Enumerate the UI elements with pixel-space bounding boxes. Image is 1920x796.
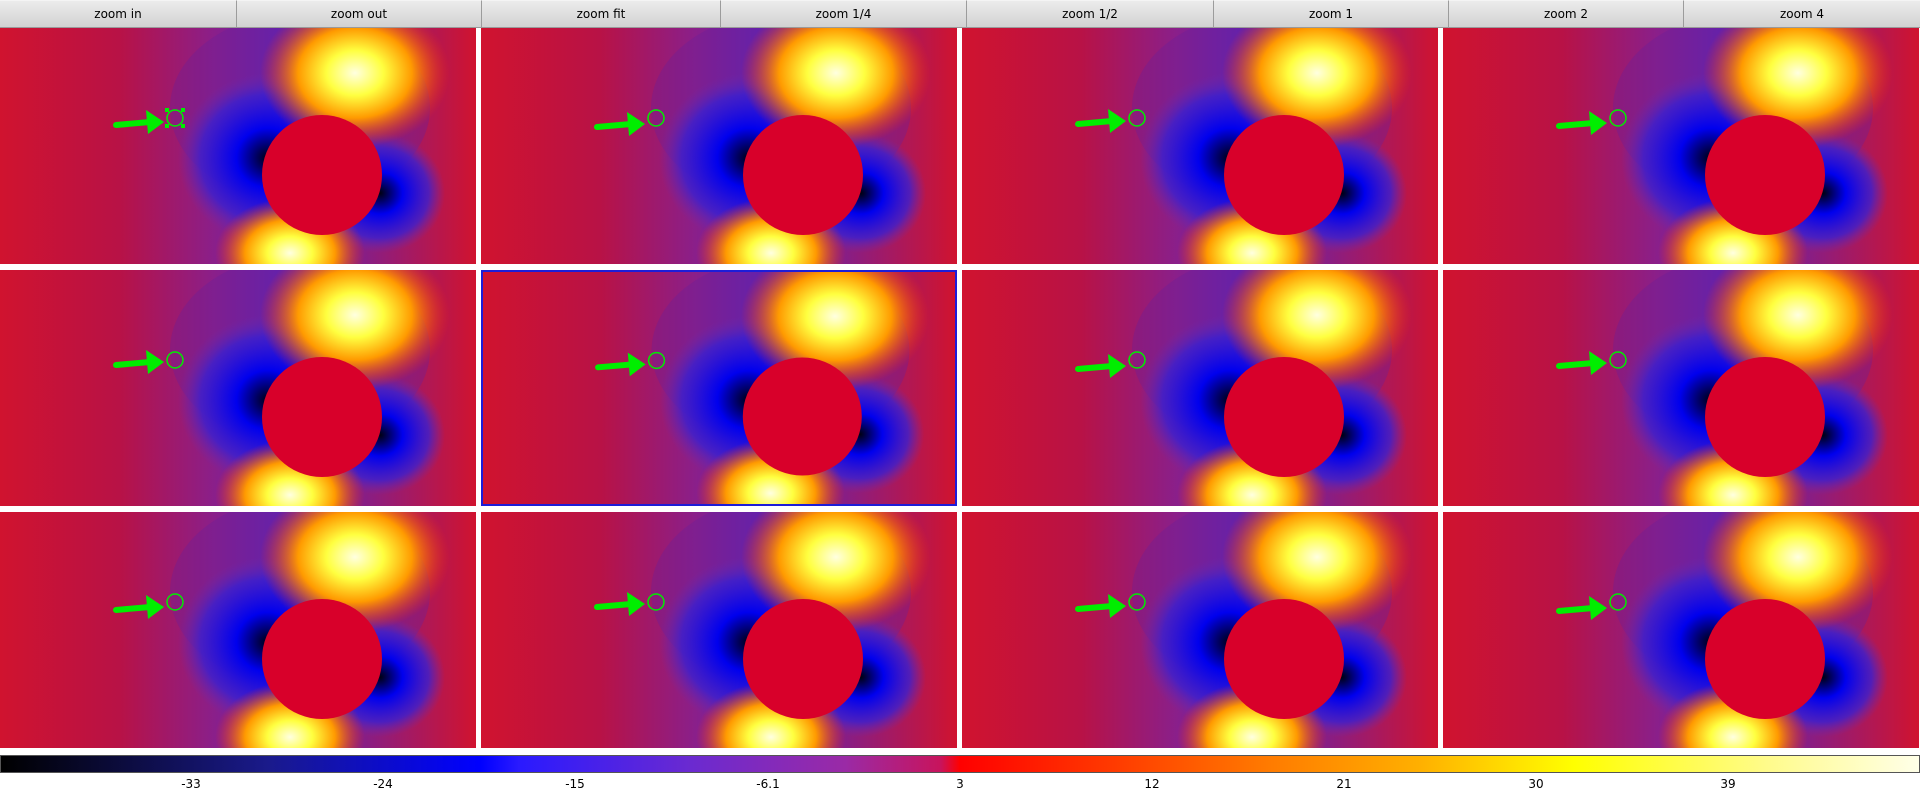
image-frame-12[interactable] [1443, 512, 1919, 748]
frame-image [1443, 28, 1919, 264]
zoom-4-button[interactable]: zoom 4 [1684, 0, 1920, 27]
colorbar[interactable] [0, 755, 1920, 773]
zoom-in-button[interactable]: zoom in [0, 0, 237, 27]
image-frame-1[interactable] [0, 28, 476, 264]
colorbar-tick: 39 [1720, 777, 1736, 791]
image-frame-2[interactable] [481, 28, 957, 264]
toolbar: zoom in zoom out zoom fit zoom 1/4 zoom … [0, 0, 1920, 28]
zoom-half-button[interactable]: zoom 1/2 [967, 0, 1214, 27]
colorbar-tick: -15 [565, 777, 585, 791]
image-frame-10[interactable] [481, 512, 957, 748]
zoom-1-button[interactable]: zoom 1 [1214, 0, 1449, 27]
frame-grid [0, 28, 1920, 750]
colorbar-tick: -6.1 [756, 777, 780, 791]
colorbar-tick: 21 [1336, 777, 1352, 791]
frame-image [962, 270, 1438, 506]
image-frame-7[interactable] [962, 270, 1438, 506]
frame-image [0, 270, 476, 506]
colorbar-tick: -24 [373, 777, 393, 791]
frame-image [0, 512, 476, 748]
image-frame-11[interactable] [962, 512, 1438, 748]
colorbar-tick: 30 [1528, 777, 1544, 791]
frame-image [483, 272, 955, 504]
zoom-out-button[interactable]: zoom out [237, 0, 482, 27]
image-frame-6[interactable] [481, 270, 957, 506]
zoom-fit-button[interactable]: zoom fit [482, 0, 721, 27]
frame-image [962, 28, 1438, 264]
colorbar-tick: 12 [1144, 777, 1160, 791]
frame-image [1443, 512, 1919, 748]
image-frame-9[interactable] [0, 512, 476, 748]
colorbar-tick: -33 [181, 777, 201, 791]
colorbar-labels: -33 -24 -15 -6.1 3 12 21 30 39 [0, 774, 1920, 796]
image-frame-3[interactable] [962, 28, 1438, 264]
frame-image [481, 512, 957, 748]
image-frame-8[interactable] [1443, 270, 1919, 506]
image-frame-4[interactable] [1443, 28, 1919, 264]
zoom-2-button[interactable]: zoom 2 [1449, 0, 1684, 27]
frame-image [1443, 270, 1919, 506]
zoom-quarter-button[interactable]: zoom 1/4 [721, 0, 967, 27]
frame-image [481, 28, 957, 264]
colorbar-tick: 3 [956, 777, 964, 791]
frame-image [0, 28, 476, 264]
image-frame-5[interactable] [0, 270, 476, 506]
frame-image [962, 512, 1438, 748]
